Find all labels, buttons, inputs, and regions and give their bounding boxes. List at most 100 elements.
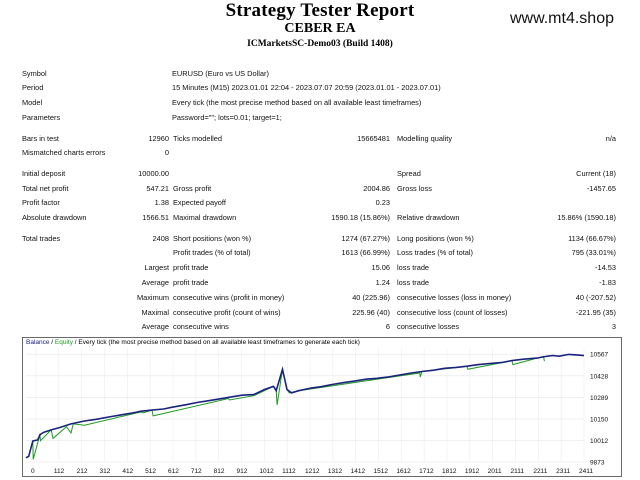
x-tick-label: 1812 [442,468,457,475]
period-row: Period 15 Minutes (M15) 2023.01.01 22:04… [0,82,640,94]
legend-sep: / [49,339,55,346]
trades-label: Total trades [22,234,61,243]
symbol-value: EURUSD (Euro vs US Dollar) [172,69,269,78]
x-tick-label: 812 [214,468,225,475]
symbol-label: Symbol [22,69,47,78]
parameters-row: Parameters Password=""; lots=0.01; targe… [0,112,640,124]
x-tick-label: 1012 [259,468,274,475]
max-losses-value: 40 (-207.52) [575,293,616,302]
grossprofit-label: Gross profit [173,184,212,193]
report-title: Strategy Tester Report [225,0,415,21]
x-tick-label: 512 [145,468,156,475]
x-tick-label: 312 [100,468,111,475]
x-tick-label: 2111 [511,468,525,475]
profit-trades-row: Profit trades (% of total) 1613 (66.99%)… [0,247,640,259]
average-loss-value: -1.83 [599,278,616,287]
x-tick-label: 712 [191,468,202,475]
spread-value: Current (18) [576,169,616,178]
watermark-link[interactable]: www.mt4.shop [509,10,614,27]
profitfactor-value: 1.38 [154,198,169,207]
average-label: Average [141,278,169,287]
quality-label: Modelling quality [397,134,453,143]
x-tick-label: 912 [237,468,248,475]
y-tick-label: 10428 [590,373,608,380]
grossloss-value: -1457.65 [586,184,616,193]
maximal-row: Maximal consecutive profit (count of win… [0,307,640,319]
ticks-value: 15665481 [357,134,390,143]
parameters-label: Parameters [22,113,61,122]
bars-row: Bars in test 12960 Ticks modelled 156654… [0,133,640,145]
bars-value: 12960 [148,134,169,143]
payoff-label: Expected payoff [173,198,226,207]
payoff-value: 0.23 [375,198,390,207]
maximal-label: Maximal [141,308,169,317]
average-row: Average profit trade 1.24 loss trade -1.… [0,277,640,289]
maximum-label: Maximum [136,293,169,302]
server-build: ICMarketsSC-Demo03 (Build 1408) [247,39,393,49]
netprofit-row: Total net profit 547.21 Gross profit 200… [0,183,640,195]
avg-consecutive-label: Average [141,322,169,331]
y-tick-label: 10289 [590,395,608,402]
maximal-profit-value: 225.96 (40) [352,308,390,317]
deposit-row: Initial deposit 10000.00 Spread Current … [0,168,640,180]
x-tick-label: 1112 [282,468,296,475]
netprofit-value: 547.21 [146,184,169,193]
chart-legend: Balance / Equity / Every tick (the most … [26,338,360,347]
avg-wins-label: consecutive wins [173,322,229,331]
avg-losses-label: consecutive losses [397,322,460,331]
maxdd-label: Maximal drawdown [173,213,237,222]
y-tick-label: 9873 [590,460,605,467]
grossprofit-value: 2004.86 [363,184,390,193]
quality-value: n/a [605,134,616,143]
drawdown-row: Absolute drawdown 1566.51 Maximal drawdo… [0,212,640,224]
max-losses-label: consecutive losses (loss in money) [397,293,512,302]
trades-value: 2408 [152,234,169,243]
maximum-row: Maximum consecutive wins (profit in mone… [0,292,640,304]
largest-profit-label: profit trade [173,263,209,272]
maximal-profit-label: consecutive profit (count of wins) [173,308,281,317]
deposit-value: 10000.00 [138,169,169,178]
loss-trades-value: 795 (33.01%) [571,248,616,257]
x-tick-label: 0 [31,468,35,475]
largest-loss-label: loss trade [397,263,430,272]
long-label: Long positions (won %) [397,234,474,243]
x-tick-label: 2411 [579,468,593,475]
x-tick-label: 2011 [488,468,502,475]
long-value: 1134 (66.67%) [568,234,616,243]
short-label: Short positions (won %) [173,234,252,243]
largest-row: Largest profit trade 15.06 loss trade -1… [0,262,640,274]
netprofit-label: Total net profit [22,184,69,193]
profitfactor-row: Profit factor 1.38 Expected payoff 0.23 [0,197,640,209]
profitfactor-label: Profit factor [22,198,60,207]
legend-balance: Balance [26,339,50,346]
model-row: Model Every tick (the most precise metho… [0,97,640,109]
mismatch-label: Mismatched charts errors [22,148,106,157]
x-tick-label: 2311 [556,468,570,475]
maximal-loss-label: consecutive loss (count of losses) [397,308,508,317]
max-wins-value: 40 (225.96) [352,293,390,302]
average-loss-label: loss trade [397,278,430,287]
legend-description: / Every tick (the most precise method ba… [73,339,360,346]
x-tick-label: 612 [168,468,179,475]
x-tick-label: 1212 [305,468,320,475]
short-value: 1274 (67.27%) [341,234,390,243]
model-value: Every tick (the most precise method base… [172,98,422,107]
absdd-value: 1566.51 [142,213,169,222]
max-wins-label: consecutive wins (profit in money) [173,293,285,302]
loss-trades-label: Loss trades (% of total) [397,248,473,257]
ticks-label: Ticks modelled [173,134,223,143]
x-tick-label: 212 [77,468,88,475]
profit-trades-value: 1613 (66.99%) [341,248,390,257]
x-tick-label: 1612 [396,468,411,475]
maxdd-value: 1590.18 (15.86%) [331,213,390,222]
mismatch-value: 0 [164,148,169,157]
x-tick-label: 112 [54,468,65,475]
parameters-value: Password=""; lots=0.01; target=1; [172,113,282,122]
trades-row: Total trades 2408 Short positions (won %… [0,233,640,245]
x-tick-label: 1712 [419,468,434,475]
avg-losses-value: 3 [611,322,616,331]
balance-chart [22,337,622,477]
absdd-label: Absolute drawdown [22,213,87,222]
mismatch-row: Mismatched charts errors 0 [0,147,640,159]
